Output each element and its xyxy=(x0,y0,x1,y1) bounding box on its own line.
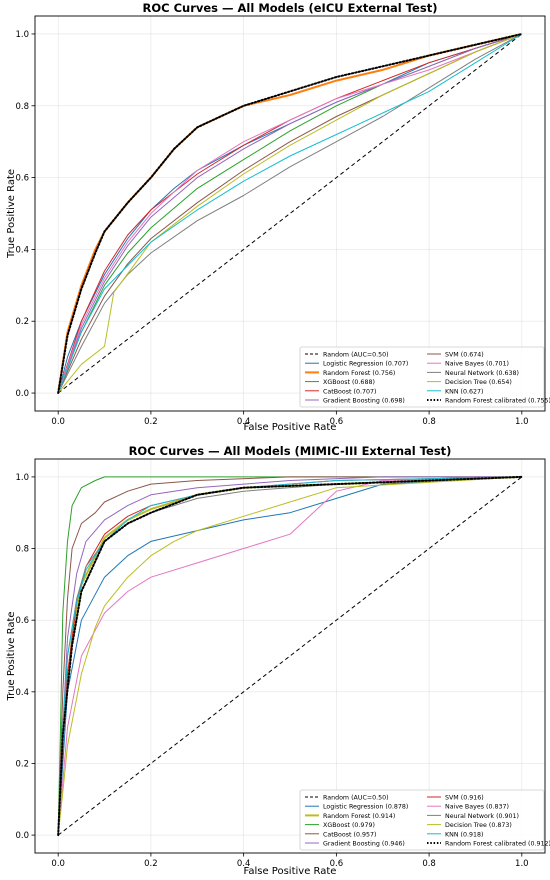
legend-entry-knn: KNN (0.627) xyxy=(445,388,484,395)
legend-entry-logistic-regression: Logistic Regression (0.707) xyxy=(323,361,408,368)
x-tick-label: 0.0 xyxy=(51,859,65,869)
chart-title: ROC Curves — All Models (MIMIC-III Exter… xyxy=(129,444,452,458)
series-line-catboost xyxy=(57,476,522,836)
y-axis-label: True Positive Rate xyxy=(6,169,17,259)
y-tick-label: 0.6 xyxy=(15,616,29,626)
y-tick-label: 1.0 xyxy=(15,30,29,40)
legend-entry-random-forest: Random Forest (0.756) xyxy=(323,370,395,377)
series-line-decision-tree xyxy=(57,33,522,394)
legend-entry-catboost: CatBoost (0.957) xyxy=(323,831,376,838)
legend-entry-decision-tree: Decision Tree (0.873) xyxy=(445,822,512,829)
x-tick-label: 0.4 xyxy=(237,417,251,427)
legend-entry-neural-network: Neural Network (0.638) xyxy=(445,370,519,377)
legend-entry-xgboost: XGBoost (0.688) xyxy=(323,379,375,386)
chart-panel-mimic: ROC Curves — All Models (MIMIC-III Exter… xyxy=(6,444,550,877)
legend-entry-decision-tree: Decision Tree (0.654) xyxy=(445,379,512,386)
series-line-neural-network xyxy=(57,33,523,394)
series-line-naive-bayes xyxy=(57,33,522,394)
legend-entry-neural-network: Neural Network (0.901) xyxy=(445,813,519,820)
x-axis-label: False Positive Rate xyxy=(244,422,337,433)
y-axis-label: True Positive Rate xyxy=(6,611,17,701)
legend: Random (AUC=0.50) Logistic Regression (0.… xyxy=(299,789,550,851)
legend-entry-catboost: CatBoost (0.707) xyxy=(323,388,376,395)
series-line-random-forest-calibrated xyxy=(57,475,523,837)
x-tick-label: 0.0 xyxy=(51,417,65,427)
legend-entry-random-forest: Random Forest (0.914) xyxy=(323,813,395,820)
legend-box xyxy=(299,789,545,851)
x-tick-label: 0.8 xyxy=(422,859,436,869)
y-tick-label: 0.0 xyxy=(15,389,29,399)
x-tick-label: 0.2 xyxy=(144,859,158,869)
series-line-naive-bayes xyxy=(57,476,522,836)
legend-entry-svm: SVM (0.674) xyxy=(445,352,484,359)
series-line-knn xyxy=(57,33,523,394)
y-tick-label: 0.4 xyxy=(15,688,29,698)
y-tick-label: 0.0 xyxy=(15,831,29,841)
plot-frame xyxy=(34,15,546,412)
legend: Random (AUC=0.50) Logistic Regression (0.… xyxy=(299,346,550,408)
x-tick-label: 0.6 xyxy=(330,417,344,427)
y-tick-label: 0.6 xyxy=(15,174,29,184)
x-tick-label: 1.0 xyxy=(515,859,529,869)
x-tick-label: 0.6 xyxy=(330,859,344,869)
legend-entry-logistic-regression: Logistic Regression (0.878) xyxy=(323,804,408,811)
x-tick-label: 0.2 xyxy=(144,417,158,427)
legend-entry-naive-bayes: Naive Bayes (0.837) xyxy=(445,804,509,811)
x-tick-label: 0.4 xyxy=(237,859,251,869)
y-tick-label: 0.2 xyxy=(15,317,29,327)
legend-entry-random: Random (AUC=0.50) xyxy=(323,352,389,359)
series-line-random-forest-calibrated xyxy=(57,33,523,394)
legend-entry-naive-bayes: Naive Bayes (0.701) xyxy=(445,361,509,368)
legend-entry-xgboost: XGBoost (0.979) xyxy=(323,822,375,829)
x-axis-label: False Positive Rate xyxy=(244,866,337,877)
y-tick-label: 0.8 xyxy=(15,545,29,555)
chart-panel-eicu: ROC Curves — All Models (eICU External T… xyxy=(6,1,550,433)
legend-entry-random-forest-calibrated: Random Forest calibrated (0.755) xyxy=(445,398,550,405)
chart-title: ROC Curves — All Models (eICU External T… xyxy=(143,1,438,15)
y-tick-label: 0.2 xyxy=(15,759,29,769)
legend-entry-gradient-boosting: Gradient Boosting (0.946) xyxy=(323,841,405,848)
x-tick-label: 1.0 xyxy=(515,417,529,427)
legend-entry-knn: KNN (0.918) xyxy=(445,831,484,838)
series-line-decision-tree xyxy=(57,476,522,836)
y-tick-label: 0.4 xyxy=(15,245,29,255)
series-line-catboost xyxy=(57,33,522,394)
series-line-gradient-boosting xyxy=(57,33,522,394)
plot-frame xyxy=(34,458,546,854)
legend-entry-random-forest-calibrated: Random Forest calibrated (0.912) xyxy=(445,841,550,848)
series-line-gradient-boosting xyxy=(57,476,522,836)
legend-entry-gradient-boosting: Gradient Boosting (0.698) xyxy=(323,398,405,405)
legend-entry-svm: SVM (0.916) xyxy=(445,795,484,802)
y-tick-label: 1.0 xyxy=(15,473,29,483)
x-tick-label: 0.8 xyxy=(422,417,436,427)
legend-box xyxy=(299,346,545,408)
y-tick-label: 0.8 xyxy=(15,102,29,112)
legend-entry-random: Random (AUC=0.50) xyxy=(323,795,389,802)
series-line-xgboost xyxy=(57,476,522,836)
